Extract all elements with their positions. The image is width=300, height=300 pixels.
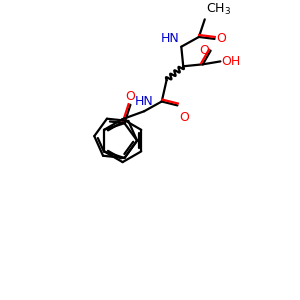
Text: HN: HN (135, 95, 154, 108)
Text: O: O (125, 90, 135, 103)
Text: OH: OH (221, 55, 241, 68)
Text: HN: HN (160, 32, 179, 45)
Text: O: O (179, 111, 189, 124)
Text: CH$_3$: CH$_3$ (206, 2, 231, 17)
Text: O: O (199, 44, 209, 57)
Text: O: O (217, 32, 226, 45)
